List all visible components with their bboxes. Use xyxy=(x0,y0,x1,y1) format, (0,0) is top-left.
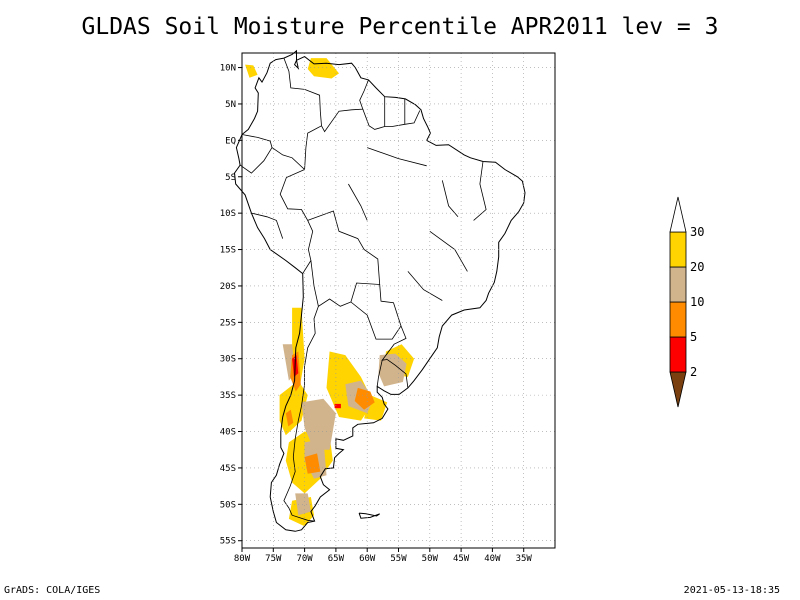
lat-tick-label: 30S xyxy=(220,355,236,365)
colorbar-segment xyxy=(669,336,687,373)
lat-tick-label: 55S xyxy=(220,537,236,547)
lon-tick-label: 65W xyxy=(328,554,345,564)
lon-tick-label: 80W xyxy=(234,554,251,564)
colorbar: 2 5 10 20 30 xyxy=(669,196,704,408)
country-border xyxy=(251,212,284,239)
anomaly-region xyxy=(334,403,341,409)
anomaly-region xyxy=(295,493,311,516)
latitude-labels: 10N 5N EQ 5S 10S 15S 20S 25S 30S 35S 40S 45S 50S 55S xyxy=(220,64,242,547)
lat-tick-label: 40S xyxy=(220,428,236,438)
footer-timestamp: 2021-05-13-18:35 xyxy=(683,585,780,596)
anomaly-region xyxy=(279,380,308,436)
country-border xyxy=(441,180,459,218)
lat-tick-label: 15S xyxy=(220,246,236,256)
lat-tick-label: 25S xyxy=(220,318,236,328)
lat-tick-label: 20S xyxy=(220,282,236,292)
colorbar-bottom-triangle xyxy=(669,371,687,408)
country-border xyxy=(283,306,319,522)
colorbar-level-label: 5 xyxy=(690,330,697,344)
grid-lines xyxy=(241,53,555,548)
country-border xyxy=(367,147,427,167)
country-border xyxy=(407,271,443,301)
lon-tick-label: 70W xyxy=(296,554,313,564)
anomaly-region xyxy=(304,453,321,474)
lon-tick-label: 50W xyxy=(422,554,439,564)
colorbar-segment xyxy=(669,266,687,303)
country-border xyxy=(348,183,368,221)
anomaly-region xyxy=(285,409,294,427)
country-border xyxy=(429,230,468,272)
lon-tick-label: 55W xyxy=(390,554,407,564)
anomaly-region xyxy=(301,398,336,450)
lat-tick-label: 10N xyxy=(220,64,236,74)
country-border xyxy=(307,210,381,307)
anomaly-region xyxy=(245,64,258,78)
falkland-islands-coastline xyxy=(358,512,380,519)
lon-tick-label: 75W xyxy=(265,554,282,564)
map-title: GLDAS Soil Moisture Percentile APR2011 l… xyxy=(81,14,719,40)
anomaly-region xyxy=(307,58,339,79)
lon-tick-label: 60W xyxy=(359,554,376,564)
coastlines xyxy=(233,49,526,532)
lat-tick-label: 5S xyxy=(225,173,236,183)
lon-tick-label: 35W xyxy=(516,554,533,564)
anomaly-region xyxy=(354,387,375,410)
lat-tick-label: 10S xyxy=(220,209,236,219)
country-border xyxy=(350,284,402,340)
colorbar-level-label: 10 xyxy=(690,295,704,309)
longitude-labels: 80W 75W 70W 65W 60W 55W 50W 45W 40W 35W xyxy=(234,548,533,564)
country-border xyxy=(362,108,421,130)
lat-tick-label: EQ xyxy=(225,136,236,146)
lat-tick-label: 45S xyxy=(220,464,236,474)
continent-coastline xyxy=(233,49,526,532)
colorbar-level-label: 2 xyxy=(690,365,697,379)
lon-tick-label: 45W xyxy=(453,554,470,564)
country-border xyxy=(239,134,273,174)
country-border xyxy=(381,325,409,388)
anomaly-fills xyxy=(245,58,415,527)
footer-credit: GrADS: COLA/IGES xyxy=(4,585,101,596)
colorbar-top-triangle xyxy=(669,196,687,233)
anomaly-region xyxy=(378,353,407,387)
country-border xyxy=(283,57,369,133)
country-border xyxy=(271,125,322,171)
lat-tick-label: 5N xyxy=(225,100,236,110)
colorbar-segment xyxy=(669,231,687,268)
colorbar-level-label: 20 xyxy=(690,260,704,274)
lat-tick-label: 35S xyxy=(220,391,236,401)
country-border xyxy=(473,161,487,221)
country-border xyxy=(376,360,383,387)
colorbar-level-label: 30 xyxy=(690,225,704,239)
colorbar-segment xyxy=(669,301,687,338)
country-border xyxy=(279,169,314,274)
lon-tick-label: 40W xyxy=(484,554,501,564)
lat-tick-label: 50S xyxy=(220,500,236,510)
